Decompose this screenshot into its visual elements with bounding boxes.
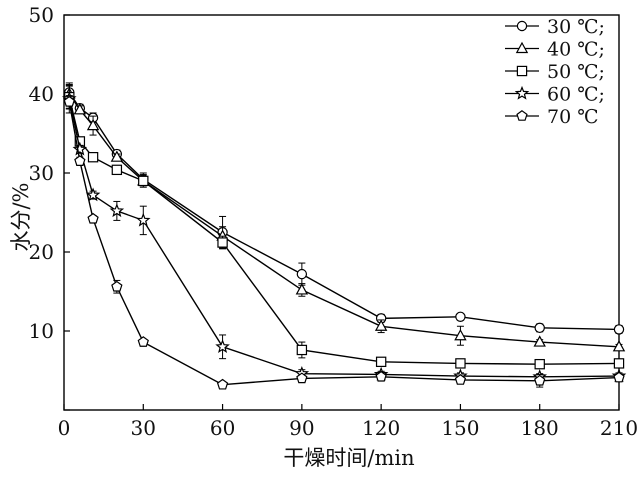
data-point [138,175,149,187]
legend-label: 30 ℃; [547,16,605,38]
series-line [68,92,620,331]
series-line [68,93,620,348]
y-tick-label: 40 [29,82,54,106]
legend-label: 60 ℃; [547,84,605,106]
x-tick-label: 120 [362,416,400,440]
data-point [534,322,545,334]
data-point [534,358,545,370]
data-point [137,336,149,347]
data-point [216,378,229,390]
data-point [455,358,466,369]
x-tick-label: 150 [441,416,479,440]
data-point [109,203,125,218]
data-point [87,152,99,163]
data-point [72,141,88,156]
data-point [533,335,546,347]
data-point [613,371,625,383]
x-tick-label: 0 [58,416,71,440]
y-axis-label: 水分/% [9,182,33,251]
x-tick-label: 210 [600,416,638,440]
data-point [63,95,75,107]
legend-item: 40 ℃; [505,39,605,61]
x-tick-label: 180 [521,416,559,440]
data-point [375,356,387,368]
data-point [217,237,228,248]
legend: 30 ℃;40 ℃;50 ℃;60 ℃;70 ℃ [505,16,605,128]
legend-item: 50 ℃; [505,61,605,83]
data-point [296,268,308,280]
data-point [87,212,99,224]
data-point [74,155,86,166]
legend-item: 60 ℃; [505,84,605,106]
x-axis-label: 干燥时间/min [283,446,414,470]
data-point [455,311,466,322]
x-axis-ticks: 0 30 60 90 120 150 180 210 [58,404,638,440]
data-point [111,164,123,176]
series-layer [62,82,627,390]
data-point [73,103,87,115]
data-point [296,344,308,356]
data-point [613,358,625,369]
x-tick-label: 60 [210,416,235,440]
legend-item: 30 ℃; [505,16,605,38]
data-point [612,340,626,352]
x-tick-label: 30 [131,416,156,440]
data-point [374,319,388,331]
y-tick-label: 10 [29,319,54,343]
data-point [454,328,467,341]
data-point [375,370,387,382]
series-line [68,98,620,378]
data-point [454,374,467,385]
legend-label: 70 ℃ [547,106,598,128]
data-point [85,187,101,202]
data-point [215,339,230,353]
y-axis-ticks: 10 20 30 40 50 [29,3,70,411]
data-point [296,372,308,384]
plot-frame [63,14,620,411]
legend-marker [514,85,530,100]
y-tick-label: 50 [29,3,54,27]
data-point [613,324,625,335]
legend-marker [516,65,528,77]
legend-marker [516,110,528,121]
y-tick-label: 20 [29,240,54,264]
data-point [295,283,309,295]
legend-label: 50 ℃; [547,61,605,83]
series-pentagon [63,95,625,390]
data-point [86,118,100,131]
legend-marker [515,41,529,54]
data-point [136,212,151,227]
y-tick-label: 30 [29,161,54,185]
legend-marker [516,20,528,32]
axes [63,14,620,411]
x-tick-label: 90 [289,416,314,440]
data-point [110,150,124,162]
data-point [534,374,546,386]
data-point [111,280,123,292]
legend-item: 70 ℃ [505,106,598,128]
series-circle [64,82,625,335]
legend-label: 40 ℃; [547,39,605,61]
